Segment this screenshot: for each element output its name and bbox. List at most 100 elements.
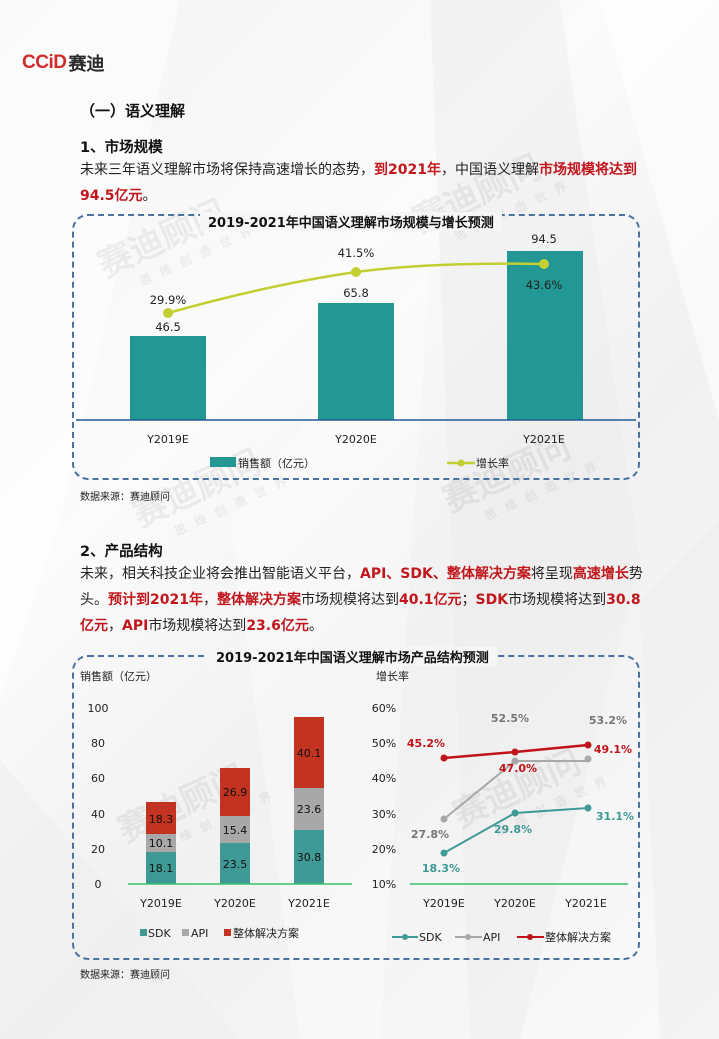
- x-tick-label: Y2021E: [522, 433, 565, 446]
- paragraph-product-structure: 未来，相关科技企业将会推出智能语义平台，API、SDK、整体解决方案将呈现高速增…: [80, 561, 650, 639]
- legend-label: 整体解决方案: [545, 930, 611, 944]
- chart2-growth-line: 增长率 60% 50% 40% 30% 20% 10% 27.8% 52.5% …: [372, 669, 634, 944]
- y-axis-title: 增长率: [376, 669, 409, 683]
- body-text: ，: [108, 618, 122, 634]
- legend-label: SDK: [419, 931, 442, 944]
- legend-swatch-sales: [210, 457, 236, 467]
- chart2-stacked-bar: 销售额（亿元） 100 80 60 40 20 0 18.1 10.1 18.3…: [80, 669, 352, 940]
- value-label: 65.8: [343, 286, 369, 300]
- chart2-title: 2019-2021年中国语义理解市场产品结构预测: [208, 647, 497, 666]
- growth-label: 41.5%: [338, 246, 375, 260]
- highlight-text: 市场规模将达到 94.5亿元: [80, 162, 637, 204]
- y-tick-label: 20: [91, 843, 105, 856]
- subsection-title-product-structure: 2、产品结构: [80, 544, 163, 560]
- growth-label: 29.9%: [150, 293, 187, 307]
- y-tick-label: 40: [91, 808, 105, 821]
- point-label: 49.1%: [594, 743, 632, 756]
- point-label: 53.2%: [589, 714, 627, 727]
- data-source: 数据来源：赛迪顾问: [80, 492, 170, 503]
- point-label: 47.0%: [499, 762, 537, 775]
- bar-label: 30.8: [297, 851, 322, 864]
- x-tick-label: Y2020E: [213, 897, 256, 910]
- body-text: ，: [202, 592, 217, 608]
- growth-label: 43.6%: [526, 278, 563, 292]
- body-text: ，中国语义理解: [440, 162, 539, 178]
- body-text: ；: [461, 592, 476, 608]
- bar-2019: [130, 336, 206, 420]
- legend-label: 增长率: [476, 456, 509, 470]
- highlight-text: 预计到2021年: [108, 592, 203, 608]
- y-tick-label: 80: [91, 737, 105, 750]
- y-tick-label: 50%: [372, 737, 396, 750]
- body-text: 未来三年语义理解市场将保持高速增长的态势，: [80, 162, 374, 178]
- legend-label: API: [191, 927, 208, 940]
- body-text: 市场规模将达到: [508, 592, 607, 608]
- body-text: 。: [308, 618, 323, 634]
- y-tick-label: 100: [88, 702, 109, 715]
- bar-2020: [318, 303, 394, 420]
- point-label: 29.8%: [494, 823, 532, 836]
- y-tick-label: 60%: [372, 702, 396, 715]
- value-label: 94.5: [531, 232, 557, 246]
- legend-swatch-solution: [224, 929, 231, 936]
- highlight-text: SDK: [475, 592, 509, 608]
- body-text: 市场规模将达到: [148, 618, 247, 634]
- bar-label: 18.3: [149, 813, 174, 826]
- x-tick-label: Y2019E: [146, 433, 189, 446]
- highlight-text: 整体解决方案: [216, 592, 301, 608]
- chart1-market-size: 29.9% 41.5% 43.6% 46.5 65.8 94.5 Y2019E …: [76, 232, 636, 470]
- y-tick-label: 0: [95, 878, 102, 891]
- body-text: 。: [142, 188, 157, 204]
- legend-swatch-api: [182, 929, 189, 936]
- highlight-text: 30.8亿元: [80, 592, 641, 634]
- y-tick-label: 20%: [372, 843, 396, 856]
- body-text: 市场规模将达到: [300, 592, 399, 608]
- x-tick-label: Y2020E: [493, 897, 536, 910]
- x-tick-label: Y2020E: [334, 433, 377, 446]
- body-text: 未来，相关科技企业将会推出智能语义平台，: [80, 566, 360, 582]
- x-tick-label: Y2019E: [422, 897, 465, 910]
- highlight-text: 23.6亿元: [246, 618, 309, 634]
- body-text: 势头。: [80, 566, 643, 608]
- x-tick-label: Y2019E: [139, 897, 182, 910]
- highlight-text: 到2021年: [374, 162, 441, 178]
- y-tick-label: 60: [91, 772, 105, 785]
- logo-name: 赛迪: [68, 54, 105, 75]
- ccid-logo: CCiD 赛迪: [22, 50, 104, 76]
- bar-label: 18.1: [149, 862, 174, 875]
- legend-label: SDK: [148, 927, 171, 940]
- body-text: 将呈现: [530, 566, 573, 582]
- bar-label: 23.6: [297, 803, 322, 816]
- bar-label: 40.1: [297, 747, 322, 760]
- paragraph-market-size: 未来三年语义理解市场将保持高速增长的态势，到2021年，中国语义理解市场规模将达…: [80, 157, 650, 209]
- y-tick-label: 40%: [372, 772, 396, 785]
- x-tick-label: Y2021E: [564, 897, 607, 910]
- subsection-title-market-size: 1、市场规模: [80, 140, 163, 156]
- y-axis-title: 销售额（亿元）: [80, 669, 157, 683]
- bar-label: 10.1: [149, 837, 174, 850]
- data-source: 数据来源：赛迪顾问: [80, 970, 170, 981]
- legend-swatch-sdk: [140, 929, 147, 936]
- point-label: 52.5%: [491, 712, 529, 725]
- highlight-text: 高速增长: [572, 566, 629, 582]
- legend-label: API: [483, 931, 500, 944]
- bar-2021: [507, 251, 583, 420]
- bar-label: 26.9: [223, 786, 248, 799]
- point-label: 18.3%: [422, 862, 460, 875]
- y-tick-label: 30%: [372, 808, 396, 821]
- y-tick-label: 10%: [372, 878, 396, 891]
- point-label: 45.2%: [407, 737, 445, 750]
- point-label: 31.1%: [596, 810, 634, 823]
- logo-brand: CCiD: [22, 52, 67, 73]
- point-label: 27.8%: [411, 828, 449, 841]
- highlight-text: API、SDK、整体解决方案: [360, 566, 531, 582]
- bar-label: 15.4: [223, 824, 248, 837]
- legend-label: 整体解决方案: [233, 926, 299, 940]
- bar-label: 23.5: [223, 858, 248, 871]
- value-label: 46.5: [155, 320, 181, 334]
- section-title: （一）语义理解: [80, 102, 186, 120]
- highlight-text: 40.1亿元: [398, 592, 462, 608]
- x-tick-label: Y2021E: [287, 897, 330, 910]
- legend-label: 销售额（亿元）: [238, 456, 315, 470]
- chart1-title: 2019-2021年中国语义理解市场规模与增长预测: [200, 212, 502, 231]
